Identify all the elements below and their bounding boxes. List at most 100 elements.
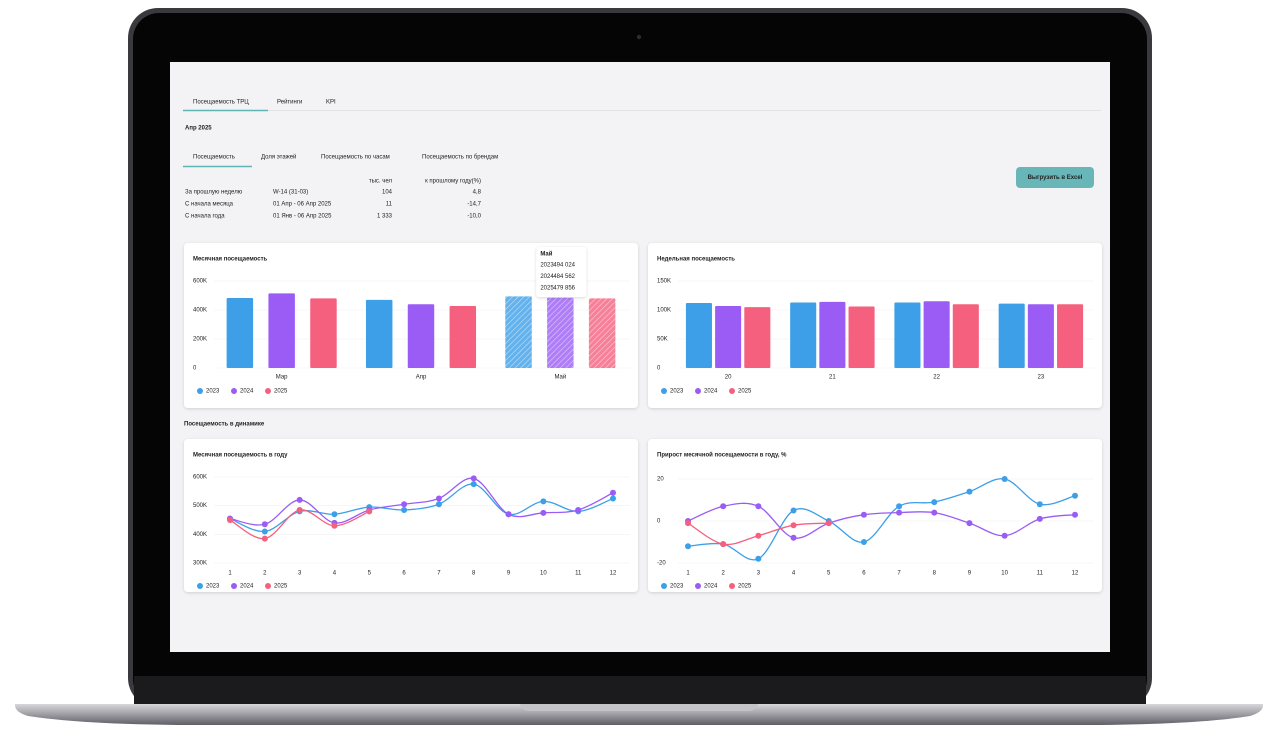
summary-period: W-14 (31-03) (273, 190, 308, 196)
x-tick-label: 6 (862, 571, 866, 577)
x-tick-label: 20 (725, 375, 732, 381)
x-tick-label: 11 (575, 571, 582, 577)
point (685, 543, 691, 550)
x-tick-label: 11 (1037, 571, 1044, 577)
y-tick-label: 20 (657, 477, 664, 483)
x-tick-label: 12 (610, 571, 617, 577)
y-tick-label: 300K (193, 561, 207, 567)
point (296, 506, 303, 513)
legend-label: 2024 (704, 389, 718, 395)
summary-period: 01 Апр - 06 Апр 2025 (273, 202, 332, 208)
bar (505, 296, 532, 368)
bar (998, 303, 1025, 368)
x-tick-label: 2 (722, 571, 726, 577)
legend-label: 2025 (738, 584, 752, 590)
point (755, 532, 762, 539)
chart-card (184, 439, 638, 592)
x-tick-label: 7 (897, 571, 901, 577)
y-tick-label: 0 (193, 366, 197, 372)
legend-marker (231, 583, 237, 589)
point (505, 511, 512, 518)
summary-label: С начала года (185, 214, 225, 220)
bar (588, 298, 616, 368)
x-tick-label: 1 (686, 571, 690, 577)
point (1001, 532, 1008, 539)
legend-label: 2024 (240, 389, 254, 395)
x-tick-label: 5 (368, 571, 372, 577)
legend-label: 2025 (274, 389, 288, 395)
chart-card (648, 439, 1102, 592)
summary-change: -14,7 (467, 202, 481, 208)
legend-marker (197, 388, 203, 394)
x-tick-label: 10 (1001, 571, 1008, 577)
x-tick-label: 22 (933, 375, 940, 381)
export-button[interactable] (1016, 167, 1094, 188)
x-tick-label: 8 (933, 571, 937, 577)
tooltip-value: 484 562 (553, 274, 575, 280)
bar (310, 298, 337, 368)
point (401, 506, 408, 513)
point (1001, 476, 1008, 482)
point (755, 555, 762, 562)
x-tick-label: 1 (228, 571, 232, 577)
point (931, 509, 938, 516)
x-tick-label: 9 (968, 571, 972, 577)
point (435, 495, 442, 502)
x-tick-label: 4 (333, 571, 337, 577)
x-tick-label: 6 (402, 571, 406, 577)
summary-value: 11 (386, 202, 393, 208)
x-tick-label: 21 (829, 375, 836, 381)
legend-marker (661, 583, 667, 589)
bar (848, 306, 875, 368)
bar (449, 305, 477, 368)
point (685, 520, 691, 527)
y-tick-label: 0 (657, 519, 661, 525)
legend-marker (265, 583, 271, 589)
point (860, 539, 867, 545)
y-tick-label: 150K (657, 279, 671, 285)
x-tick-label: 4 (792, 571, 796, 577)
x-tick-label: 8 (472, 571, 476, 577)
point (1036, 501, 1043, 508)
point (366, 508, 373, 515)
bar (923, 301, 950, 368)
y-tick-label: 0 (657, 366, 661, 372)
page-title: Апр 2025 (185, 126, 212, 132)
legend-marker (695, 388, 701, 394)
bar (547, 297, 574, 368)
legend-label: 2023 (206, 389, 220, 395)
legend-marker (729, 583, 735, 589)
point (755, 503, 762, 510)
point (896, 503, 903, 510)
point (720, 503, 727, 510)
bar (365, 299, 393, 368)
point (227, 517, 233, 523)
point (470, 475, 477, 482)
summary-change: 4,8 (473, 190, 482, 196)
point (575, 506, 582, 513)
bar (790, 302, 817, 368)
point (790, 522, 797, 529)
point (540, 498, 547, 505)
tooltip-title: Май (540, 251, 552, 258)
point (790, 534, 797, 541)
x-tick-label: 3 (757, 571, 761, 577)
legend-label: 2025 (274, 584, 288, 590)
point (401, 501, 408, 508)
tooltip-series: 2023 (540, 263, 554, 269)
point (1036, 515, 1043, 522)
point (435, 501, 442, 508)
legend-marker (265, 388, 271, 394)
point (966, 488, 973, 495)
legend-label: 2024 (704, 584, 718, 590)
bar (1027, 304, 1054, 368)
point (261, 528, 268, 535)
section-title: Посещаемость в динамике (184, 422, 265, 428)
tab: KPI (326, 100, 336, 106)
tooltip-series: 2025 (540, 286, 554, 292)
point (896, 509, 903, 516)
chin (134, 676, 1146, 704)
tooltip-value: 479 856 (553, 286, 575, 292)
